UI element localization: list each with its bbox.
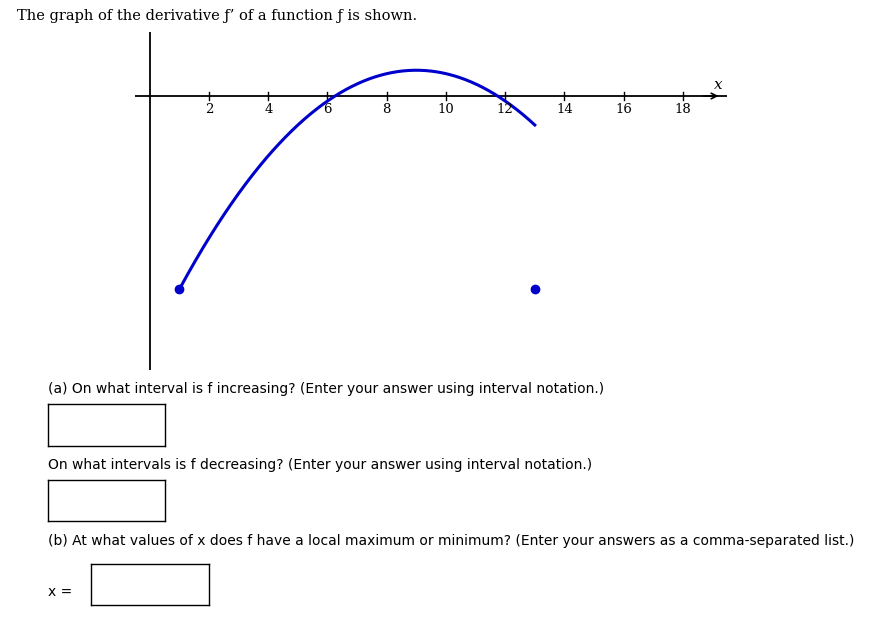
Text: (b) At what values of x does f have a local maximum or minimum? (Enter your answ: (b) At what values of x does f have a lo… — [48, 534, 854, 548]
Text: x =: x = — [48, 585, 72, 599]
Text: 6: 6 — [323, 103, 332, 116]
Text: 10: 10 — [437, 103, 455, 116]
Text: 18: 18 — [674, 103, 692, 116]
Text: 2: 2 — [205, 103, 213, 116]
Text: 16: 16 — [615, 103, 632, 116]
Text: 4: 4 — [264, 103, 273, 116]
Text: On what intervals is f decreasing? (Enter your answer using interval notation.): On what intervals is f decreasing? (Ente… — [48, 458, 592, 472]
Text: x: x — [714, 78, 723, 92]
Text: 14: 14 — [556, 103, 573, 116]
Text: (a) On what interval is f increasing? (Enter your answer using interval notation: (a) On what interval is f increasing? (E… — [48, 382, 604, 396]
Text: The graph of the derivative ƒ’ of a function ƒ is shown.: The graph of the derivative ƒ’ of a func… — [17, 9, 417, 23]
Text: 8: 8 — [382, 103, 391, 116]
Text: 12: 12 — [496, 103, 514, 116]
